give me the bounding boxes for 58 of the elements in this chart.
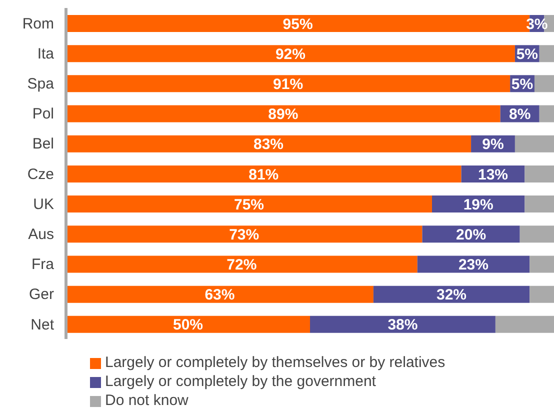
- data-label: 13%: [478, 166, 508, 184]
- data-label: 19%: [463, 196, 494, 214]
- bar: [373, 286, 530, 303]
- legend-label: Largely or completely by themselves or by relatives: [105, 354, 446, 371]
- data-label: 63%: [204, 286, 235, 304]
- data-label: 50%: [172, 316, 204, 334]
- data-label: 23%: [458, 256, 488, 274]
- bar: [539, 105, 554, 122]
- data-label: 73%: [229, 226, 260, 244]
- bar: [66, 286, 374, 303]
- bar: [524, 196, 554, 213]
- data-label: 5%: [516, 46, 538, 63]
- data-label: 91%: [273, 76, 304, 94]
- data-label: 75%: [234, 196, 264, 214]
- y-tick-label: Ger: [28, 286, 54, 304]
- bar: [66, 105, 500, 122]
- legend-label: Largely or completely by the government: [105, 373, 376, 390]
- bar: [520, 226, 554, 243]
- y-tick-label: Bel: [32, 136, 54, 153]
- y-tick-label: UK: [33, 196, 54, 213]
- data-label: 72%: [226, 256, 257, 274]
- bar: [66, 196, 432, 213]
- data-label: 38%: [388, 316, 418, 334]
- bar: [417, 256, 530, 273]
- data-label: 32%: [436, 286, 467, 304]
- y-tick-label: Rom: [22, 15, 54, 32]
- bar: [310, 316, 496, 333]
- y-tick-label: Aus: [28, 226, 54, 244]
- data-label: 81%: [248, 166, 279, 184]
- bar: [66, 135, 472, 152]
- bar: [66, 226, 422, 243]
- y-tick-label: Ita: [37, 45, 55, 62]
- bar: [524, 165, 554, 182]
- bar: [66, 45, 515, 62]
- bar: [539, 45, 554, 62]
- legend-label: Do not know: [105, 392, 188, 409]
- y-tick-label: Fra: [32, 256, 55, 274]
- y-tick-label: Spa: [27, 76, 55, 93]
- bar: [66, 256, 418, 273]
- data-label: 20%: [456, 226, 486, 244]
- data-label: 89%: [268, 106, 298, 124]
- data-label: 83%: [254, 136, 284, 154]
- data-label: 92%: [275, 46, 306, 63]
- y-tick-label: Pol: [32, 106, 54, 123]
- bar: [66, 75, 510, 92]
- bar: [530, 256, 554, 273]
- data-label: 8%: [508, 106, 531, 124]
- y-tick-label: Cze: [27, 166, 54, 183]
- bar: [530, 286, 554, 303]
- data-label: 9%: [482, 136, 504, 154]
- bar: [534, 75, 554, 92]
- bar: [495, 316, 554, 333]
- y-tick-label: Net: [30, 316, 55, 334]
- bar: [66, 165, 462, 182]
- data-label: 5%: [511, 76, 534, 94]
- bar: [514, 135, 554, 152]
- bar: [66, 316, 310, 333]
- data-label: 95%: [282, 16, 313, 33]
